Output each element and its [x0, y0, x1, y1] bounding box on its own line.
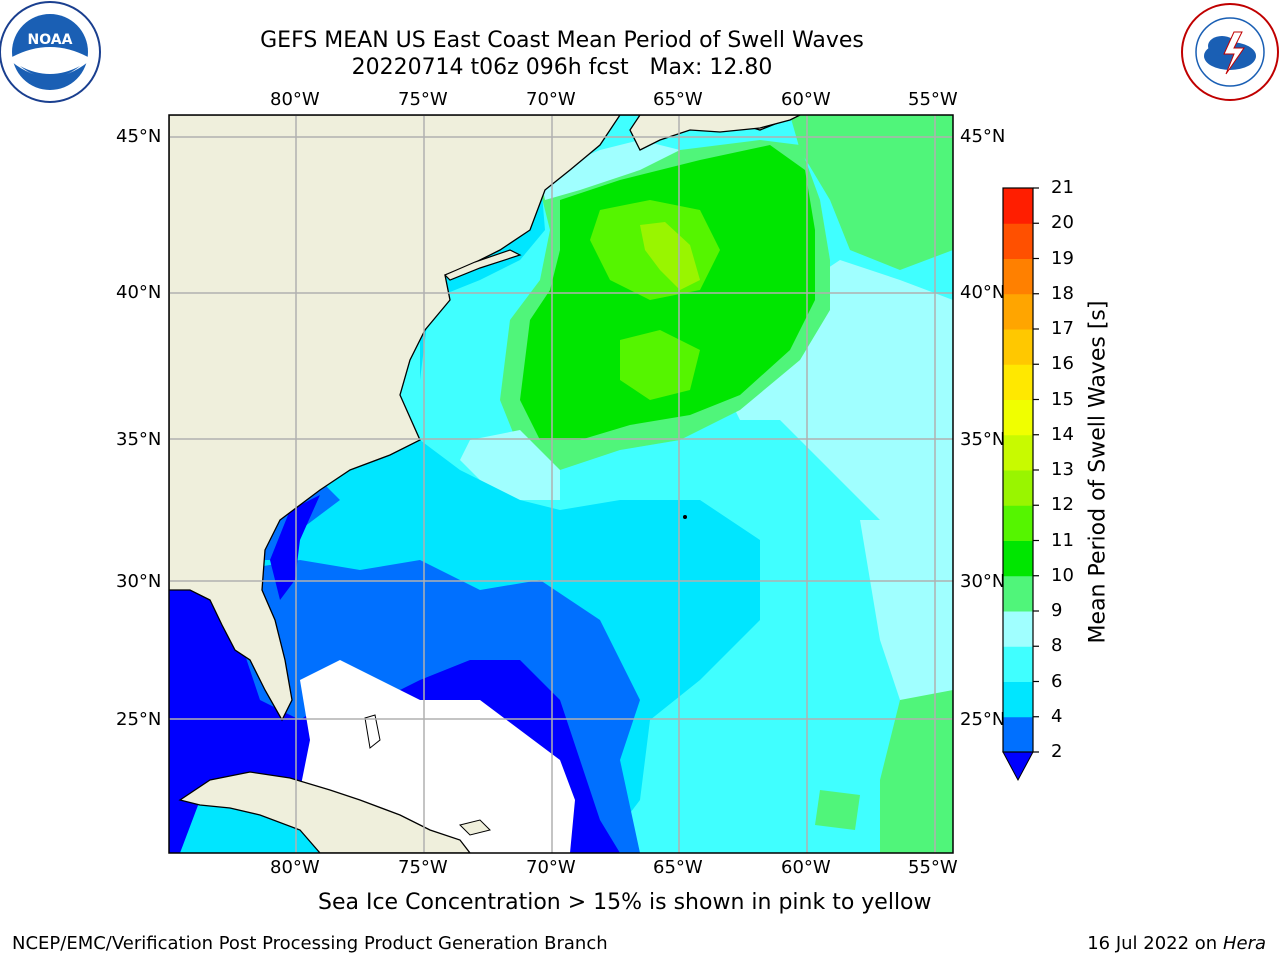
sea-ice-note: Sea Ice Concentration > 15% is shown in … — [318, 890, 932, 915]
land-nova-scotia — [629, 115, 801, 151]
lat-label-right: 35°N — [960, 429, 1006, 450]
colorbar — [1002, 187, 1039, 782]
date-text: 16 Jul 2022 on — [1087, 933, 1223, 954]
colorbar-segment — [1003, 646, 1033, 682]
lat-label-left: 40°N — [116, 282, 162, 303]
lon-label-bottom: 80°W — [270, 857, 320, 878]
colorbar-tick-label: 4 — [1051, 705, 1063, 727]
land-long-island — [443, 249, 522, 281]
bermuda-marker — [683, 515, 687, 519]
colorbar-segment — [1003, 399, 1033, 436]
lon-label-top: 55°W — [908, 89, 958, 110]
field-6-8s-northcoast — [540, 140, 680, 200]
colorbar-tick-label: 21 — [1051, 177, 1074, 198]
lat-label-left: 45°N — [116, 126, 162, 147]
lon-label-bottom: 70°W — [526, 857, 576, 878]
land-hispaniola-tip — [459, 819, 491, 836]
colorbar-tick-label: 20 — [1051, 212, 1074, 234]
national-weather-service-logo — [1181, 3, 1279, 101]
colorbar-segment — [1003, 540, 1033, 577]
land-masses — [169, 115, 801, 853]
lat-label-right: 40°N — [960, 282, 1006, 303]
graticule — [169, 115, 953, 853]
land-andros — [364, 714, 381, 749]
colorbar-tick-label: 11 — [1051, 529, 1074, 551]
field-9-10s-northeast — [790, 115, 953, 270]
machine-name: Hera — [1222, 933, 1266, 954]
credit-line: NCEP/EMC/Verification Post Processing Pr… — [12, 933, 608, 954]
colorbar-segment — [1003, 188, 1033, 224]
colorbar-extend-arrow — [1002, 751, 1034, 782]
lon-label-bottom: 75°W — [398, 857, 448, 878]
colorbar-tick-label: 2 — [1051, 741, 1063, 762]
colorbar-segment — [1003, 611, 1033, 647]
lat-label-right: 45°N — [960, 126, 1006, 147]
lat-label-left: 35°N — [116, 429, 162, 450]
lon-label-top: 70°W — [526, 89, 576, 110]
colorbar-segment — [1003, 575, 1033, 612]
lat-label-right: 25°N — [960, 709, 1006, 730]
lon-label-top: 80°W — [270, 89, 320, 110]
lon-label-top: 60°W — [781, 89, 831, 110]
field-below-2s-nearshore — [270, 495, 320, 600]
lon-label-top: 65°W — [653, 89, 703, 110]
colorbar-segment — [1003, 716, 1033, 753]
map-subtitle: 20220714 t06z 096h fcst Max: 12.80 — [351, 55, 773, 80]
colorbar-tick-label: 14 — [1051, 423, 1074, 445]
colorbar-tick-label: 15 — [1051, 388, 1074, 410]
field-9-10s-patch — [815, 790, 860, 830]
lon-label-bottom: 55°W — [908, 857, 958, 878]
lon-label-bottom: 65°W — [653, 857, 703, 878]
lat-label-left: 30°N — [116, 571, 162, 592]
colorbar-segment — [1003, 681, 1033, 718]
field-11-12s-south — [620, 330, 700, 400]
colorbar-segment — [1003, 223, 1033, 259]
colorbar-tick-label: 18 — [1051, 282, 1074, 304]
colorbar-tick-label: 12 — [1051, 494, 1074, 516]
colorbar-tick-label: 10 — [1051, 564, 1074, 586]
lon-label-bottom: 60°W — [781, 857, 831, 878]
map-frame — [168, 114, 954, 854]
colorbar-segment — [1003, 329, 1033, 365]
lat-label-left: 25°N — [116, 709, 162, 730]
colorbar-tick-label: 16 — [1051, 353, 1074, 375]
colorbar-tick-label: 13 — [1051, 459, 1074, 480]
colorbar-tick-label: 6 — [1051, 670, 1063, 692]
svg-text:NOAA: NOAA — [28, 32, 73, 48]
colorbar-segment — [1003, 293, 1033, 330]
colorbar-segment — [1003, 505, 1033, 541]
colorbar-tick-label: 9 — [1051, 600, 1063, 621]
map-title: GEFS MEAN US East Coast Mean Period of S… — [260, 28, 864, 53]
colorbar-segment — [1003, 470, 1033, 506]
colorbar-segment — [1003, 258, 1033, 295]
colorbar-segment — [1003, 434, 1033, 471]
lat-label-right: 30°N — [960, 571, 1006, 592]
colorbar-tick-label: 8 — [1051, 635, 1063, 657]
land-cuba — [178, 771, 471, 853]
colorbar-label: Mean Period of Swell Waves [s] — [1085, 300, 1111, 644]
colorbar-tick-label: 19 — [1051, 247, 1074, 269]
noaa-logo: NOAA — [0, 1, 101, 103]
lon-label-top: 75°W — [398, 89, 448, 110]
colorbar-segment — [1003, 364, 1033, 400]
field-8-9s-east — [860, 520, 953, 700]
colorbar-tick-label: 17 — [1051, 318, 1074, 339]
date-stamp: 16 Jul 2022 on Hera — [1087, 933, 1266, 954]
field-12-13s-peak — [640, 222, 700, 290]
